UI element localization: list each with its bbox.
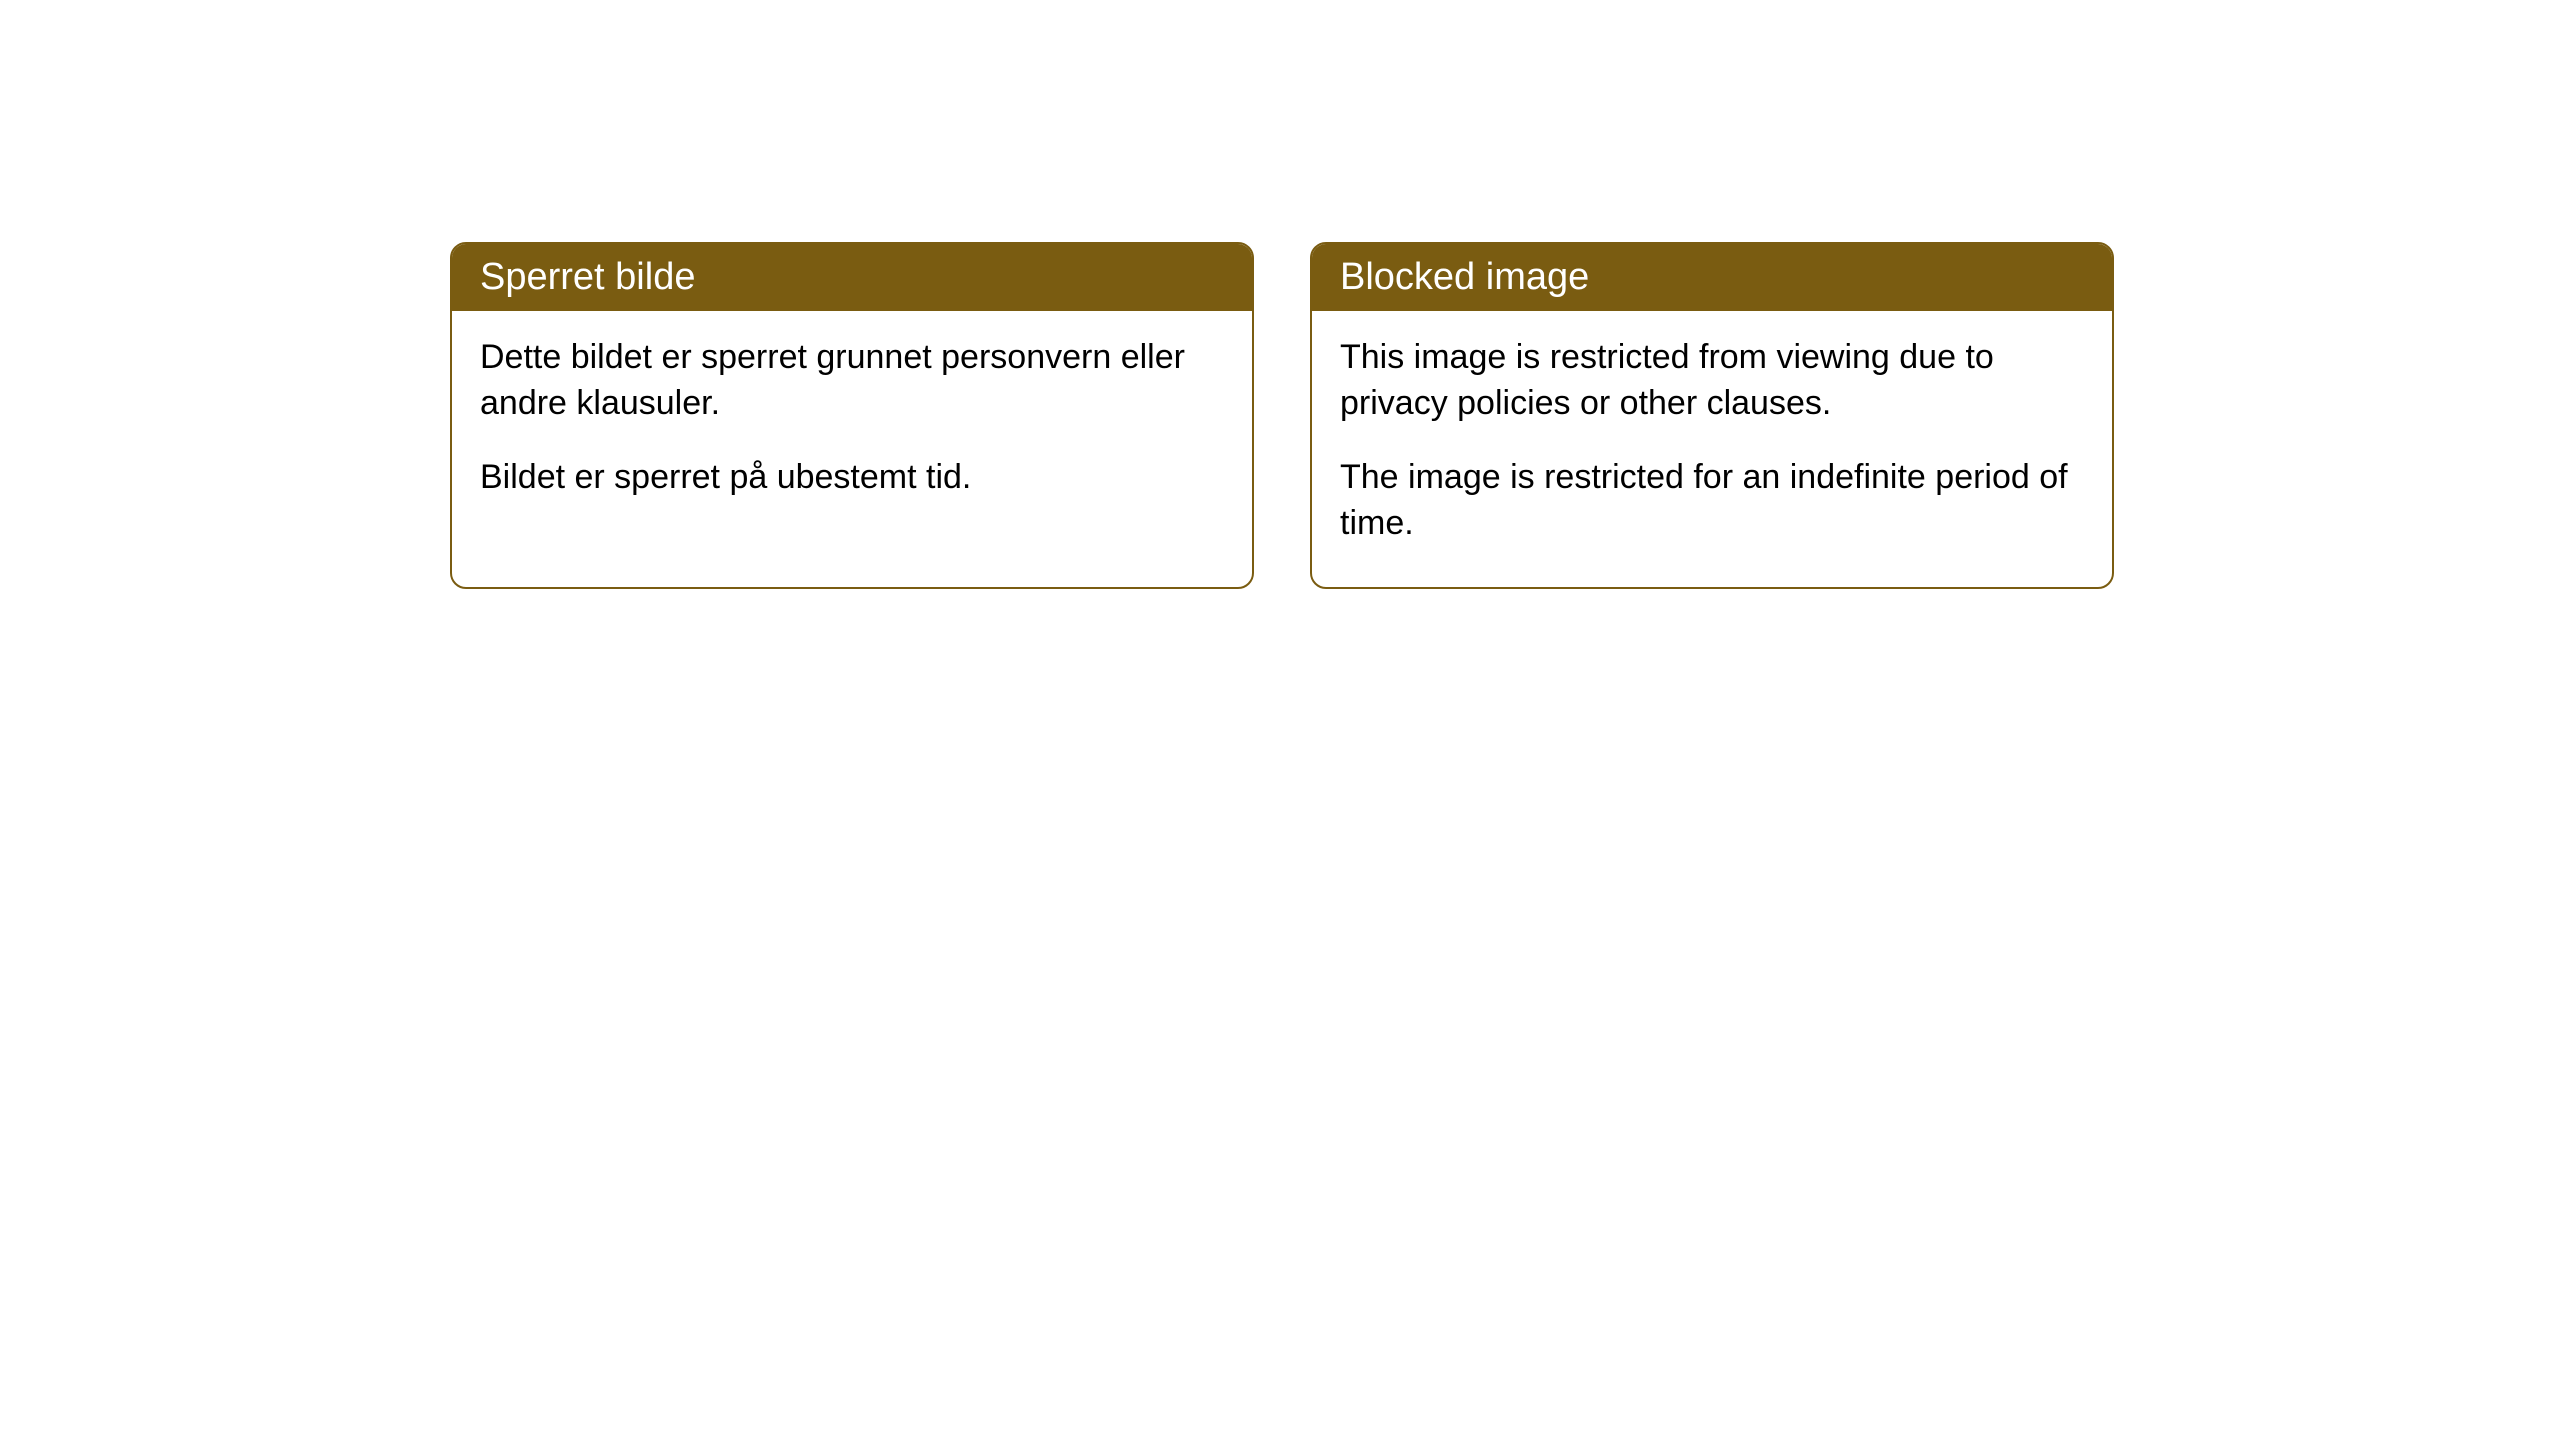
card-body: Dette bildet er sperret grunnet personve… bbox=[452, 311, 1252, 541]
card-body: This image is restricted from viewing du… bbox=[1312, 311, 2112, 587]
card-paragraph: This image is restricted from viewing du… bbox=[1340, 335, 2084, 427]
card-title: Sperret bilde bbox=[452, 244, 1252, 311]
card-paragraph: The image is restricted for an indefinit… bbox=[1340, 455, 2084, 547]
blocked-image-card-norwegian: Sperret bilde Dette bildet er sperret gr… bbox=[450, 242, 1254, 589]
cards-container: Sperret bilde Dette bildet er sperret gr… bbox=[0, 0, 2560, 589]
blocked-image-card-english: Blocked image This image is restricted f… bbox=[1310, 242, 2114, 589]
card-title: Blocked image bbox=[1312, 244, 2112, 311]
card-paragraph: Dette bildet er sperret grunnet personve… bbox=[480, 335, 1224, 427]
card-paragraph: Bildet er sperret på ubestemt tid. bbox=[480, 455, 1224, 501]
